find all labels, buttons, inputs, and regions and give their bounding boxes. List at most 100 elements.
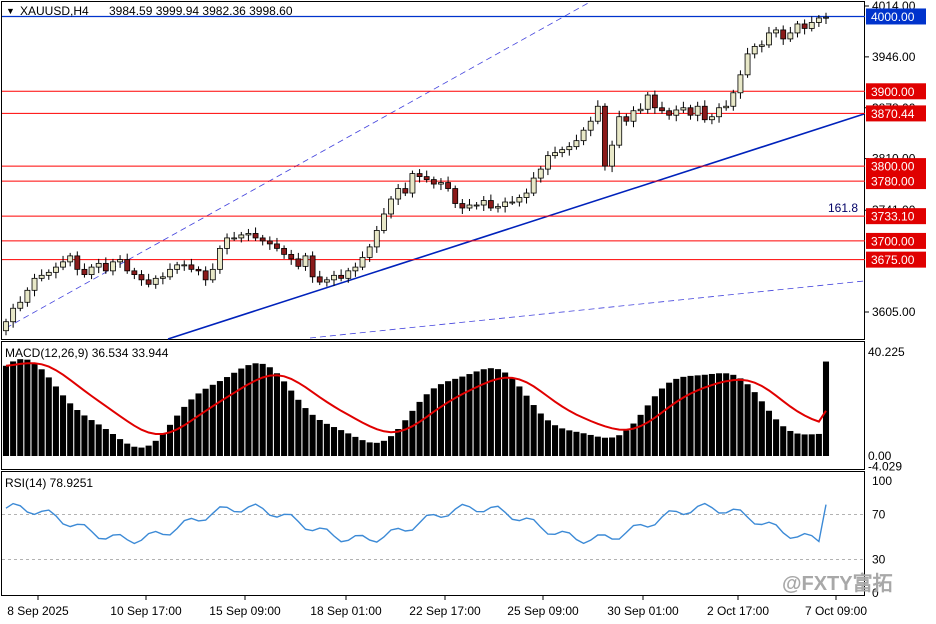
candle-body-13 bbox=[95, 262, 102, 268]
candle-body-96 bbox=[687, 107, 694, 116]
candle-body-2 bbox=[17, 301, 24, 309]
macd-bar-43 bbox=[309, 414, 316, 456]
time-tick-label-7: 2 Oct 17:00 bbox=[707, 604, 769, 618]
macd-bar-25 bbox=[181, 406, 188, 456]
candle-body-25 bbox=[181, 264, 188, 267]
candle-body-51 bbox=[366, 246, 373, 258]
macd-plot: 40.225 0.00-4.029 bbox=[2, 345, 905, 473]
macd-bar-7 bbox=[52, 386, 59, 456]
candle-body-39 bbox=[281, 248, 287, 255]
collapse-triangle-icon[interactable]: ▼ bbox=[6, 6, 15, 16]
macd-tick-label-1: 0.00 bbox=[868, 449, 892, 463]
candle-body-114 bbox=[815, 17, 822, 23]
candle-body-64 bbox=[459, 203, 466, 209]
macd-bar-11 bbox=[81, 415, 88, 456]
candle-body-60 bbox=[430, 179, 437, 185]
macd-bar-77 bbox=[552, 425, 559, 456]
candle-body-49 bbox=[352, 266, 359, 272]
candle-body-33 bbox=[238, 234, 245, 239]
level-tag-1 bbox=[866, 83, 926, 100]
candle-body-111 bbox=[794, 23, 801, 34]
macd-bar-106 bbox=[758, 401, 765, 456]
macd-bar-65 bbox=[466, 374, 473, 456]
candle-body-74 bbox=[530, 177, 537, 194]
channel-lower-line bbox=[309, 280, 865, 339]
time-tick-label-1: 10 Sep 17:00 bbox=[110, 604, 182, 618]
macd-bar-1 bbox=[10, 361, 17, 456]
macd-bar-14 bbox=[102, 429, 109, 456]
candle-body-104 bbox=[744, 53, 751, 76]
level-tag-label-3: 3800.00 bbox=[871, 160, 915, 174]
macd-bar-50 bbox=[359, 440, 366, 456]
macd-bar-113 bbox=[808, 434, 815, 456]
macd-bar-36 bbox=[259, 363, 266, 456]
candle-body-42 bbox=[302, 255, 309, 267]
candle-body-32 bbox=[231, 237, 238, 240]
candle-body-85 bbox=[609, 144, 615, 167]
macd-title: MACD(12,26,9) 36.534 33.944 bbox=[5, 346, 169, 360]
candle-body-75 bbox=[537, 168, 544, 179]
macd-bar-46 bbox=[330, 427, 338, 456]
rsi-title: RSI(14) 78.9251 bbox=[5, 476, 93, 490]
candle-body-12 bbox=[88, 266, 95, 275]
candle-body-29 bbox=[209, 268, 216, 281]
macd-bar-64 bbox=[459, 376, 466, 456]
macd-bar-93 bbox=[666, 382, 673, 456]
level-tag-5 bbox=[866, 208, 926, 225]
level-tag-3 bbox=[866, 158, 926, 175]
macd-bar-57 bbox=[409, 410, 416, 456]
macd-bar-2 bbox=[17, 359, 24, 456]
macd-bar-39 bbox=[281, 381, 288, 456]
rsi-tick-label-2: 30 bbox=[872, 552, 886, 566]
macd-bar-72 bbox=[516, 386, 523, 456]
symbol-label: XAUUSD,H4 bbox=[20, 4, 89, 18]
candle-body-106 bbox=[758, 44, 765, 47]
macd-bar-70 bbox=[502, 372, 509, 456]
candle-body-108 bbox=[773, 29, 779, 34]
candle-body-50 bbox=[359, 256, 366, 268]
time-tick-label-6: 30 Sep 01:00 bbox=[607, 604, 679, 618]
rsi-panel-frame bbox=[1, 471, 865, 596]
level-tag-0 bbox=[866, 8, 926, 25]
macd-bar-52 bbox=[373, 442, 380, 456]
overlay-lines bbox=[2, 1, 865, 340]
candle-body-28 bbox=[202, 270, 209, 281]
level-tag-label-6: 3700.00 bbox=[871, 234, 915, 248]
price-tick-label-1: 3946.00 bbox=[872, 50, 916, 64]
macd-bar-68 bbox=[487, 368, 494, 456]
candle-body-107 bbox=[766, 32, 772, 46]
time-tick-label-8: 7 Oct 09:00 bbox=[805, 604, 867, 618]
macd-bar-18 bbox=[131, 446, 138, 456]
candle-body-94 bbox=[673, 109, 680, 116]
candle-body-47 bbox=[338, 274, 345, 279]
macd-bar-45 bbox=[323, 423, 330, 456]
candle-body-41 bbox=[295, 258, 302, 267]
level-tag-label-7: 3675.00 bbox=[871, 253, 915, 267]
macd-bar-9 bbox=[67, 403, 74, 456]
macd-bar-27 bbox=[195, 393, 202, 456]
candle-body-59 bbox=[423, 176, 430, 180]
time-tick-label-5: 25 Sep 09:00 bbox=[507, 604, 579, 618]
candle-body-36 bbox=[259, 237, 266, 242]
macd-bar-30 bbox=[216, 381, 223, 456]
candle-body-86 bbox=[616, 116, 623, 146]
candle-body-97 bbox=[694, 105, 701, 116]
candle-body-102 bbox=[730, 92, 737, 107]
macd-bar-95 bbox=[680, 376, 687, 456]
candle-body-109 bbox=[780, 29, 787, 40]
macd-bar-62 bbox=[445, 381, 452, 456]
macd-bar-110 bbox=[787, 430, 794, 456]
trend-line bbox=[167, 113, 865, 340]
candle-body-73 bbox=[523, 192, 530, 198]
candle-body-8 bbox=[60, 261, 66, 268]
macd-bar-19 bbox=[138, 447, 145, 456]
macd-bar-81 bbox=[580, 433, 587, 456]
macd-bar-71 bbox=[509, 378, 516, 456]
macd-bar-92 bbox=[658, 388, 666, 456]
macd-bar-97 bbox=[694, 375, 701, 456]
candle-body-3 bbox=[24, 289, 31, 303]
candle-body-48 bbox=[345, 270, 352, 279]
macd-bar-15 bbox=[109, 434, 116, 456]
candle-body-99 bbox=[709, 116, 715, 121]
level-tag-label-2: 3870.44 bbox=[871, 107, 915, 121]
